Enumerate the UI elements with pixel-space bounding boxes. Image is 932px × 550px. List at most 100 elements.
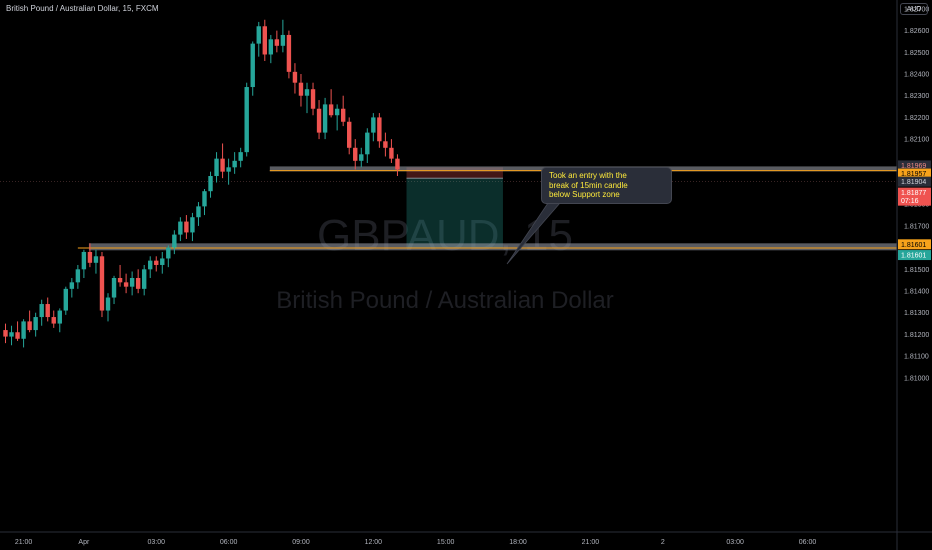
time-tick-label: 12:00: [365, 539, 383, 546]
candle-body: [256, 26, 261, 44]
candle-body: [111, 277, 117, 298]
candle: [33, 312, 38, 337]
callout-line-3: below Support zone: [549, 190, 620, 199]
candle-body: [81, 251, 87, 270]
candle: [268, 34, 274, 64]
candle-body: [298, 82, 304, 96]
candle: [172, 230, 177, 255]
candle: [353, 139, 358, 170]
candle-body: [316, 108, 322, 133]
candle: [166, 245, 171, 268]
candle-body: [21, 321, 26, 339]
candle-body: [262, 26, 267, 55]
candle: [208, 171, 213, 198]
candle: [117, 264, 123, 287]
candle: [226, 158, 231, 185]
candle: [316, 100, 322, 140]
candle: [359, 147, 364, 168]
candle-body: [27, 321, 32, 331]
candle: [69, 277, 75, 298]
price-tick-label: 1.82100: [904, 137, 929, 144]
price-tick-label: 1.82200: [904, 115, 929, 122]
time-tick-label: 03:00: [147, 539, 165, 546]
candle: [274, 30, 280, 53]
candle-body: [166, 247, 171, 259]
candle: [184, 215, 189, 239]
candle-body: [135, 277, 141, 289]
candle-body: [383, 141, 388, 148]
currency-badge[interactable]: AUD: [900, 3, 928, 15]
price-tick-label: 1.81500: [904, 267, 929, 274]
candle-body: [389, 147, 394, 159]
time-axis[interactable]: 21:00 Apr 03:00 06:00 09:00 12:00 15:00 18:00 21…: [15, 539, 817, 546]
candle: [304, 82, 310, 114]
candle: [256, 21, 261, 57]
candle-body: [190, 217, 195, 233]
entry-annotation-callout[interactable]: Took an entry with the break of 15min ca…: [541, 167, 672, 204]
candle-body: [202, 191, 207, 207]
candle: [262, 19, 267, 61]
candle-body: [353, 147, 358, 161]
short-position-tool[interactable]: [406, 167, 503, 248]
price-tick-label: 1.81000: [904, 375, 929, 382]
candle: [135, 269, 141, 294]
candle: [383, 132, 388, 157]
candle: [389, 139, 394, 163]
support-zone: [88, 243, 898, 251]
candle-body: [365, 132, 370, 155]
price-tick-label: 1.81400: [904, 289, 929, 296]
candle-body: [33, 317, 38, 331]
candle: [220, 143, 225, 179]
price-tick-label: 1.82500: [904, 50, 929, 57]
candle: [238, 147, 243, 168]
symbol-title[interactable]: British Pound / Australian Dollar, 15, F…: [6, 4, 159, 13]
candle-body: [93, 256, 99, 263]
candle: [250, 41, 255, 96]
candle: [99, 251, 105, 318]
resistance-price-tag: 1.81969: [901, 163, 926, 170]
callout-line-2: break of 15min candle: [549, 180, 628, 190]
candle: [280, 19, 286, 53]
price-tick-label: 1.82700: [904, 6, 929, 13]
time-tick-label: 21:00: [582, 539, 600, 546]
candle: [27, 310, 32, 333]
candle-body: [15, 332, 20, 339]
candle: [322, 97, 328, 140]
candle-body: [310, 89, 316, 109]
candle-body: [214, 158, 219, 177]
candle-body: [280, 34, 286, 46]
candle: [232, 152, 237, 174]
candle: [244, 82, 249, 157]
time-tick-label: 15:00: [437, 539, 455, 546]
resistance-price-tag-2-bg: [898, 168, 931, 179]
candle: [202, 189, 207, 216]
current-price-tag: 1.81877: [901, 190, 926, 197]
stop-loss-area: [406, 167, 503, 179]
candle: [87, 243, 93, 268]
resistance-price-tag-bg: [898, 160, 931, 171]
price-tick-label: 1.81300: [904, 310, 929, 317]
candle-body: [69, 282, 75, 289]
candle-body: [347, 121, 352, 148]
candle: [328, 89, 334, 118]
candle-body: [9, 332, 14, 337]
candles: [3, 19, 400, 348]
time-tick-label: 2: [661, 539, 665, 546]
candle-body: [274, 39, 280, 46]
candle: [105, 293, 111, 322]
candle-body: [328, 104, 334, 116]
candle-body: [371, 117, 376, 133]
candle-body: [129, 277, 135, 287]
last-price-tag: 1.81904: [901, 179, 926, 186]
candle-body: [304, 89, 310, 96]
time-tick-label: 21:00: [15, 539, 33, 546]
candle: [365, 128, 370, 163]
candle: [310, 82, 316, 116]
candle-body: [87, 251, 93, 263]
watermark-name: British Pound / Australian Dollar: [276, 287, 614, 314]
candle: [15, 321, 20, 341]
price-tick-label: 1.82400: [904, 72, 929, 79]
candle-body: [250, 43, 255, 88]
